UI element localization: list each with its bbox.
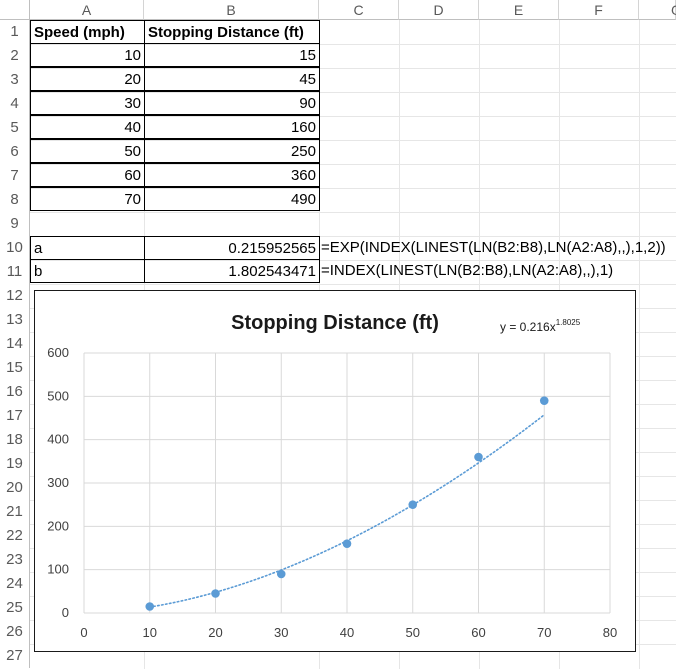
x-tick-label: 80	[603, 625, 617, 640]
stopping-distance-chart[interactable]: Stopping Distance (ft) y = 0.216x1.8025 …	[34, 290, 636, 652]
row-header-22[interactable]: 22	[0, 524, 30, 548]
speed-cell[interactable]: 20	[30, 67, 145, 91]
row-header-2[interactable]: 2	[0, 44, 30, 68]
row-header-10[interactable]: 10	[0, 236, 30, 260]
select-all-corner[interactable]	[0, 0, 30, 20]
row-header-7[interactable]: 7	[0, 164, 30, 188]
x-tick-label: 20	[208, 625, 222, 640]
data-point	[276, 569, 286, 579]
row-header-25[interactable]: 25	[0, 596, 30, 620]
row-header-26[interactable]: 26	[0, 620, 30, 644]
row-header-1[interactable]: 1	[0, 20, 30, 44]
speed-cell[interactable]: 50	[30, 139, 145, 163]
row-header-15[interactable]: 15	[0, 356, 30, 380]
row-gridline	[30, 260, 676, 261]
y-tick-label: 500	[47, 388, 69, 403]
column-header-f[interactable]: F	[559, 0, 639, 20]
row-gridline	[30, 44, 676, 45]
row-gridline	[30, 236, 676, 237]
distance-cell[interactable]: 160	[144, 115, 320, 139]
row-header-3[interactable]: 3	[0, 68, 30, 92]
x-tick-label: 50	[406, 625, 420, 640]
row-gridline	[30, 188, 676, 189]
column-header-b[interactable]: B	[144, 0, 319, 20]
row-header-14[interactable]: 14	[0, 332, 30, 356]
speed-cell[interactable]: 30	[30, 91, 145, 115]
row-gridline	[30, 92, 676, 93]
row-header-9[interactable]: 9	[0, 212, 30, 236]
row-gridline	[30, 284, 676, 285]
data-point	[539, 396, 549, 405]
y-tick-label: 300	[47, 475, 69, 490]
row-header-23[interactable]: 23	[0, 548, 30, 572]
row-header-24[interactable]: 24	[0, 572, 30, 596]
row-header-27[interactable]: 27	[0, 644, 30, 668]
distance-cell[interactable]: 250	[144, 139, 320, 163]
x-tick-label: 0	[80, 625, 87, 640]
speed-cell[interactable]: 10	[30, 43, 145, 67]
column-gridline	[639, 20, 640, 669]
header-speed-cell[interactable]: Speed (mph)	[30, 20, 145, 44]
distance-cell[interactable]: 490	[144, 187, 320, 211]
param-b-label-cell[interactable]: b	[30, 259, 145, 283]
trendline-equation: y = 0.216x1.8025	[500, 318, 581, 334]
distance-cell[interactable]: 360	[144, 163, 320, 187]
header-distance-cell[interactable]: Stopping Distance (ft)	[144, 20, 320, 44]
row-gridline	[30, 164, 676, 165]
speed-cell[interactable]: 40	[30, 115, 145, 139]
x-tick-label: 30	[274, 625, 288, 640]
column-header-e[interactable]: E	[479, 0, 559, 20]
distance-cell[interactable]: 45	[144, 67, 320, 91]
row-header-18[interactable]: 18	[0, 428, 30, 452]
trendline-equation-exponent: 1.8025	[556, 318, 581, 327]
row-header-11[interactable]: 11	[0, 260, 30, 284]
param-a-value-cell[interactable]: 0.215952565	[144, 236, 320, 260]
column-header-a[interactable]: A	[30, 0, 144, 20]
row-gridline	[30, 212, 676, 213]
data-point	[342, 539, 352, 548]
param-a-formula-cell[interactable]: =EXP(INDEX(LINEST(LN(B2:B8),LN(A2:A8),,)…	[321, 239, 666, 256]
param-b-formula-cell[interactable]: =INDEX(LINEST(LN(B2:B8),LN(A2:A8),,),1)	[321, 262, 614, 279]
row-header-5[interactable]: 5	[0, 116, 30, 140]
param-a-label-cell[interactable]: a	[30, 236, 145, 260]
data-point	[408, 500, 418, 509]
column-header-g[interactable]: G	[639, 0, 676, 20]
distance-cell[interactable]: 15	[144, 43, 320, 67]
speed-cell[interactable]: 70	[30, 187, 145, 211]
x-tick-label: 40	[340, 625, 354, 640]
row-header-4[interactable]: 4	[0, 92, 30, 116]
row-gridline	[30, 68, 676, 69]
row-gridline	[30, 140, 676, 141]
row-header-13[interactable]: 13	[0, 308, 30, 332]
distance-cell[interactable]: 90	[144, 91, 320, 115]
data-point	[211, 589, 220, 598]
data-point	[474, 452, 483, 462]
chart-plot-area: Stopping Distance (ft) y = 0.216x1.8025 …	[47, 312, 617, 640]
row-gridline	[30, 116, 676, 117]
y-tick-label: 200	[47, 518, 69, 533]
row-header-19[interactable]: 19	[0, 452, 30, 476]
row-header-21[interactable]: 21	[0, 500, 30, 524]
x-tick-label: 70	[537, 625, 551, 640]
row-header-6[interactable]: 6	[0, 140, 30, 164]
row-header-20[interactable]: 20	[0, 476, 30, 500]
column-header-d[interactable]: D	[399, 0, 479, 20]
column-header-c[interactable]: C	[319, 0, 399, 20]
y-tick-label: 100	[47, 562, 69, 577]
chart-title: Stopping Distance (ft)	[231, 312, 439, 334]
y-tick-label: 600	[47, 345, 69, 360]
y-tick-label: 400	[47, 432, 69, 447]
row-header-16[interactable]: 16	[0, 380, 30, 404]
row-header-17[interactable]: 17	[0, 404, 30, 428]
x-tick-label: 60	[471, 625, 485, 640]
data-point	[145, 602, 155, 611]
row-header-12[interactable]: 12	[0, 284, 30, 308]
row-header-8[interactable]: 8	[0, 188, 30, 212]
y-tick-label: 0	[62, 605, 69, 620]
trendline-equation-base: y = 0.216x	[500, 320, 556, 334]
param-b-value-cell[interactable]: 1.802543471	[144, 259, 320, 283]
speed-cell[interactable]: 60	[30, 163, 145, 187]
x-tick-label: 10	[143, 625, 157, 640]
